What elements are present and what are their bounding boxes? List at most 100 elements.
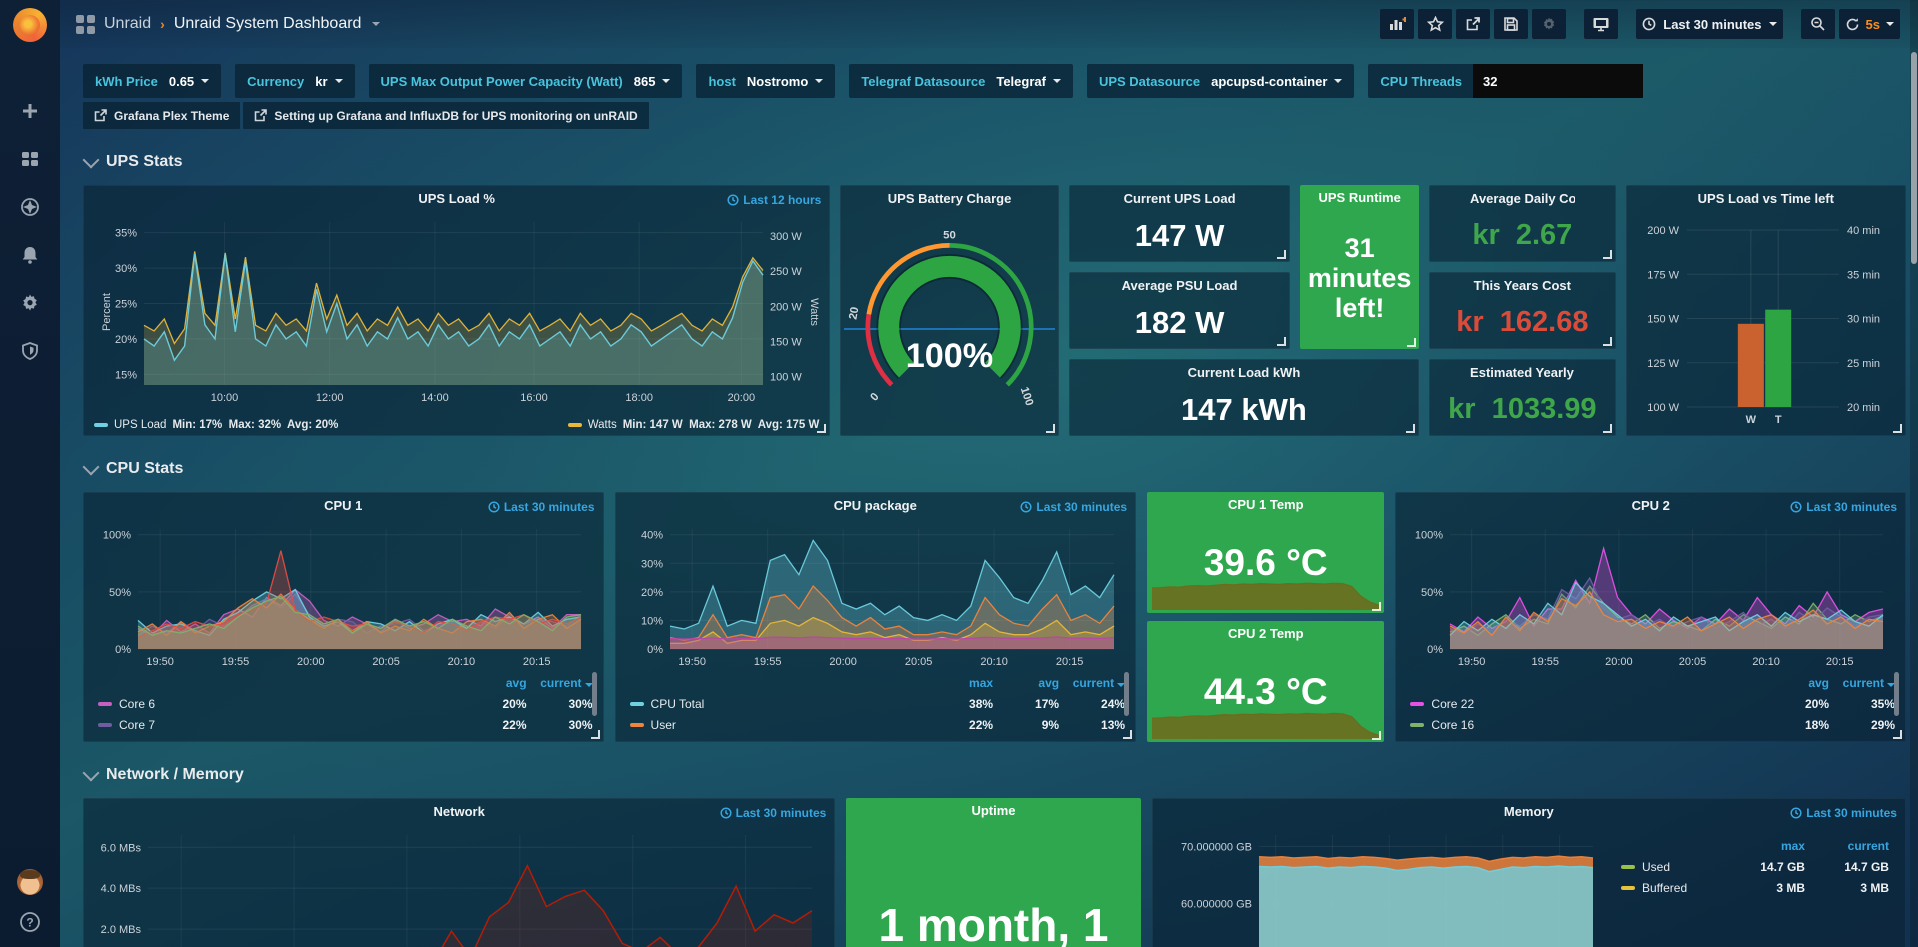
cpu-package-chart[interactable]: 19:50 19:55 20:00 20:05 20:10 20:15 0% 10% 20% 30… bbox=[624, 519, 1128, 669]
panel-title[interactable]: Current Load kWh bbox=[1187, 365, 1301, 380]
legend-series[interactable]: CPU Total bbox=[629, 697, 928, 711]
panel-title[interactable]: Average PSU Load bbox=[1121, 278, 1238, 293]
panel-resize-handle[interactable] bbox=[1123, 730, 1133, 739]
dashboards-icon[interactable] bbox=[17, 146, 43, 172]
panel-time-range[interactable]: Last 30 minutes bbox=[720, 806, 826, 820]
admin-shield-icon[interactable] bbox=[17, 338, 43, 364]
panel-title[interactable]: UPS Battery Charge bbox=[887, 191, 1012, 206]
legend-series[interactable]: Core 7 bbox=[98, 718, 461, 732]
panel-resize-handle[interactable] bbox=[1602, 424, 1612, 433]
panel-resize-handle[interactable] bbox=[1045, 424, 1055, 433]
panel-resize-handle[interactable] bbox=[817, 424, 827, 433]
panel-resize-handle[interactable] bbox=[1602, 250, 1612, 259]
legend-series[interactable]: Core 16 bbox=[1410, 718, 1763, 732]
ups-load-vs-time-chart[interactable]: 200 W 40 min 175 W 35 min 150 W 30 min 125 W 25… bbox=[1635, 216, 1897, 427]
apps-grid-icon[interactable] bbox=[76, 14, 95, 34]
panel-title[interactable]: This Years Cost bbox=[1473, 278, 1571, 293]
settings-gear-button[interactable] bbox=[1532, 9, 1567, 39]
variable-host[interactable]: host Nostromo bbox=[696, 64, 836, 98]
time-range-picker[interactable]: Last 30 minutes bbox=[1636, 9, 1783, 39]
panel-time-range[interactable]: Last 30 minutes bbox=[1020, 500, 1127, 514]
memory-chart[interactable]: 19:5019:5520:0020:0520:1020:1550.000000 … bbox=[1161, 825, 1605, 947]
cycle-view-monitor-button[interactable] bbox=[1584, 9, 1619, 39]
legend-col-avg[interactable]: avg bbox=[505, 675, 527, 690]
variable-kwh-price[interactable]: kWh Price 0.65 bbox=[83, 64, 222, 98]
legend-series[interactable]: UPS Load bbox=[114, 419, 167, 431]
link-ups-monitoring-guide[interactable]: Setting up Grafana and InfluxDB for UPS … bbox=[243, 102, 649, 129]
ups-load-chart[interactable]: 10:00 12:00 14:00 16:00 18:00 20:00 15% 20% 25% 3… bbox=[96, 212, 817, 405]
legend-series[interactable]: User bbox=[629, 718, 928, 732]
panel-resize-handle[interactable] bbox=[1893, 730, 1902, 739]
alerting-bell-icon[interactable] bbox=[17, 242, 43, 268]
panel-resize-handle[interactable] bbox=[1893, 424, 1902, 433]
panel-resize-handle[interactable] bbox=[1602, 337, 1612, 346]
battery-gauge[interactable]: 0 20 50 100 100% bbox=[845, 214, 1054, 425]
breadcrumb-folder[interactable]: Unraid bbox=[104, 15, 152, 32]
create-plus-icon[interactable] bbox=[17, 98, 43, 124]
page-scrollbar[interactable] bbox=[1910, 0, 1918, 947]
legend-series[interactable]: Watts bbox=[587, 419, 617, 431]
panel-title[interactable]: Estimated Yearly Cost bbox=[1470, 365, 1575, 380]
legend-scrollbar[interactable] bbox=[591, 672, 597, 716]
legend-col-max[interactable]: max bbox=[1780, 838, 1805, 853]
panel-title[interactable]: CPU 2 bbox=[1631, 498, 1670, 513]
panel-title[interactable]: CPU 1 Temp bbox=[1227, 497, 1304, 512]
legend-series[interactable]: Core 6 bbox=[98, 697, 461, 711]
panel-resize-handle[interactable] bbox=[1407, 338, 1417, 347]
section-cpu-stats[interactable]: CPU Stats bbox=[82, 458, 1906, 478]
save-button[interactable] bbox=[1494, 9, 1529, 39]
panel-resize-handle[interactable] bbox=[590, 730, 600, 739]
grafana-logo[interactable] bbox=[13, 8, 47, 42]
panel-title[interactable]: UPS Load vs Time left bbox=[1697, 191, 1834, 206]
cpu-threads-input[interactable] bbox=[1473, 64, 1644, 98]
refresh-button[interactable]: 5s bbox=[1838, 9, 1900, 39]
share-button[interactable] bbox=[1456, 9, 1491, 39]
link-grafana-plex-theme[interactable]: Grafana Plex Theme bbox=[83, 102, 241, 129]
panel-time-range[interactable]: Last 30 minutes bbox=[1790, 500, 1897, 514]
panel-title[interactable]: Current UPS Load bbox=[1123, 191, 1236, 206]
legend-col-current[interactable]: current bbox=[1829, 676, 1895, 690]
legend-series[interactable]: Used bbox=[1620, 860, 1739, 874]
section-ups-stats[interactable]: UPS Stats bbox=[82, 151, 1906, 171]
panel-resize-handle[interactable] bbox=[1277, 250, 1287, 259]
panel-resize-handle[interactable] bbox=[1277, 337, 1287, 346]
help-icon[interactable]: ? bbox=[17, 909, 43, 935]
legend-scrollbar[interactable] bbox=[1124, 672, 1130, 716]
legend-col-current[interactable]: current bbox=[1059, 676, 1126, 690]
panel-resize-handle[interactable] bbox=[1406, 424, 1416, 433]
page-scrollbar-thumb[interactable] bbox=[1911, 52, 1917, 264]
legend-col-avg[interactable]: avg bbox=[1808, 675, 1829, 690]
section-network-memory[interactable]: Network / Memory bbox=[82, 764, 1906, 784]
add-panel-button[interactable] bbox=[1380, 9, 1415, 39]
panel-title[interactable]: UPS Runtime bbox=[1318, 190, 1401, 205]
cpu1-chart[interactable]: 19:50 19:55 20:00 20:05 20:10 20:15 0% 50% 100% bbox=[92, 519, 595, 669]
variable-telegraf-datasource[interactable]: Telegraf Datasource Telegraf bbox=[849, 64, 1073, 98]
panel-time-range[interactable]: Last 12 hours bbox=[727, 193, 821, 207]
variable-ups-max-output[interactable]: UPS Max Output Power Capacity (Watt) 865 bbox=[368, 64, 683, 98]
panel-title[interactable]: UPS Load % bbox=[418, 191, 495, 206]
zoom-out-button[interactable] bbox=[1800, 9, 1835, 39]
variable-ups-datasource[interactable]: UPS Datasource apcupsd-container bbox=[1086, 64, 1355, 98]
configuration-gear-icon[interactable] bbox=[17, 290, 43, 316]
variable-currency[interactable]: Currency kr bbox=[235, 64, 355, 98]
panel-resize-handle[interactable] bbox=[1372, 602, 1382, 611]
user-avatar[interactable] bbox=[17, 869, 43, 895]
legend-col-max[interactable]: max bbox=[969, 675, 994, 690]
panel-title[interactable]: Memory bbox=[1503, 804, 1554, 819]
legend-col-current[interactable]: current bbox=[527, 676, 593, 690]
legend-col-current[interactable]: current bbox=[1847, 838, 1889, 853]
cpu2-chart[interactable]: 19:50 19:55 20:00 20:05 20:10 20:15 0% 50% 100% bbox=[1404, 519, 1897, 669]
panel-title[interactable]: Uptime bbox=[971, 803, 1016, 818]
panel-title[interactable]: Network bbox=[433, 804, 485, 819]
panel-title[interactable]: CPU package bbox=[833, 498, 917, 513]
star-button[interactable] bbox=[1418, 9, 1453, 39]
legend-series[interactable]: Buffered bbox=[1620, 881, 1739, 895]
legend-series[interactable]: Core 22 bbox=[1410, 697, 1763, 711]
panel-time-range[interactable]: Last 30 minutes bbox=[488, 500, 595, 514]
panel-time-range[interactable]: Last 30 minutes bbox=[1790, 806, 1897, 820]
legend-col-avg[interactable]: avg bbox=[1038, 675, 1060, 690]
panel-resize-handle[interactable] bbox=[1372, 731, 1382, 740]
explore-compass-icon[interactable] bbox=[17, 194, 43, 220]
breadcrumb-dashboard-title[interactable]: Unraid System Dashboard bbox=[173, 15, 362, 32]
